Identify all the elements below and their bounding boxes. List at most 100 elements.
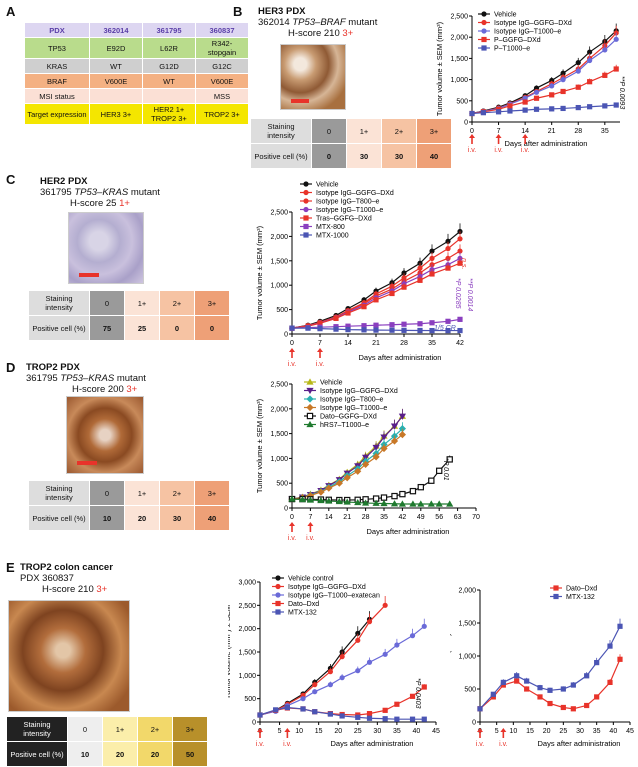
data-point bbox=[570, 706, 576, 712]
data-point bbox=[560, 105, 566, 112]
series-line bbox=[259, 618, 370, 716]
data-point bbox=[429, 320, 435, 326]
x-axis-label: Days after administration bbox=[367, 527, 450, 536]
series bbox=[257, 611, 373, 718]
series bbox=[257, 704, 427, 722]
data-point bbox=[345, 310, 351, 316]
data-point bbox=[343, 498, 351, 505]
data-point bbox=[575, 60, 581, 66]
staining-cell: 25 bbox=[125, 316, 159, 340]
iv-arrowhead bbox=[284, 728, 291, 732]
panel-e-subtitle: PDX 360837 bbox=[20, 573, 74, 584]
data-point bbox=[366, 659, 373, 665]
data-point bbox=[495, 109, 502, 115]
x-tick-label: 35 bbox=[593, 728, 601, 735]
y-tick-label: 3,000 bbox=[238, 580, 256, 587]
iv-label: i.v. bbox=[494, 147, 502, 154]
panel-c-histology-image bbox=[68, 212, 144, 284]
data-point bbox=[607, 679, 613, 685]
data-point bbox=[429, 255, 435, 261]
staining-cell: 3+ bbox=[417, 119, 451, 143]
data-point bbox=[429, 248, 435, 254]
data-point bbox=[514, 678, 520, 684]
legend-label: Tras–GGFG–DXd bbox=[316, 216, 372, 223]
data-point bbox=[547, 687, 553, 693]
y-tick-label: 1,500 bbox=[270, 431, 288, 438]
data-point bbox=[366, 715, 373, 721]
staining-row-label: Positive cell (%) bbox=[29, 506, 89, 530]
staining-row-label: Positive cell (%) bbox=[7, 742, 67, 766]
data-point bbox=[417, 483, 424, 491]
data-point bbox=[382, 602, 388, 608]
legend-label: MTX-132 bbox=[566, 594, 595, 601]
series bbox=[288, 422, 406, 503]
scale-bar bbox=[79, 273, 99, 277]
data-point bbox=[303, 198, 309, 204]
data-point bbox=[507, 108, 513, 114]
data-point bbox=[327, 669, 333, 675]
iv-label: i.v. bbox=[288, 361, 296, 366]
legend-label: Isotype IgG–T800–e bbox=[316, 199, 380, 206]
x-tick-label: 45 bbox=[432, 728, 440, 735]
panel-b-staining-table: Staining intensity 0 1+ 2+ 3+ Positive cell (… bbox=[250, 118, 452, 169]
panel-b-title: HER3 PDX bbox=[258, 6, 306, 17]
panel-c-hscore: H-score 25 1+ bbox=[70, 198, 130, 209]
data-point bbox=[303, 189, 309, 196]
data-point bbox=[355, 630, 361, 636]
x-tick-label: 15 bbox=[526, 728, 534, 735]
staining-cell: 75 bbox=[90, 316, 124, 340]
x-tick-label: 7 bbox=[308, 514, 312, 521]
data-point bbox=[382, 651, 388, 657]
data-point bbox=[522, 107, 528, 113]
data-point bbox=[436, 467, 443, 474]
data-point bbox=[275, 600, 281, 607]
panel-d-title: TROP2 PDX bbox=[26, 362, 80, 373]
iv-label: i.v. bbox=[476, 741, 484, 748]
panel-b-hscore: H-score 210 3+ bbox=[288, 28, 354, 39]
legend-label: Vehicle bbox=[316, 182, 339, 189]
data-point bbox=[421, 623, 427, 629]
table-header-cell: 361795 bbox=[143, 23, 195, 37]
data-point bbox=[390, 423, 399, 430]
x-tick-label: 21 bbox=[343, 514, 351, 521]
data-point bbox=[570, 682, 576, 688]
data-point bbox=[325, 497, 333, 504]
data-point bbox=[480, 110, 486, 116]
staining-cell: 2+ bbox=[160, 481, 194, 505]
staining-cell: 3+ bbox=[195, 481, 229, 505]
data-point bbox=[417, 327, 423, 334]
table-row-label: BRAF bbox=[25, 74, 89, 88]
table-header-cell: PDX bbox=[25, 23, 89, 37]
x-tick-label: 10 bbox=[295, 728, 303, 735]
series bbox=[289, 231, 463, 331]
iv-arrowhead bbox=[257, 728, 263, 732]
annotation: *P 0.0285 bbox=[454, 278, 461, 309]
data-point bbox=[533, 95, 540, 101]
data-point bbox=[391, 492, 398, 500]
legend-label: hRS7–T1000–e bbox=[320, 422, 369, 429]
data-point bbox=[537, 685, 543, 691]
panel-d-header: TROP2 PDX 361795 TP53–KRAS mutant H-scor… bbox=[26, 362, 146, 395]
series bbox=[257, 684, 427, 718]
y-tick-label: 2,000 bbox=[450, 35, 468, 42]
annotation: **P 0.0014 bbox=[466, 278, 473, 311]
x-tick-label: 7 bbox=[318, 340, 322, 347]
iv-label: i.v. bbox=[288, 535, 296, 542]
x-tick-label: 42 bbox=[399, 514, 407, 521]
y-tick-label: 1,500 bbox=[270, 258, 288, 265]
y-tick-label: 0 bbox=[472, 720, 476, 727]
legend-label: Isotype IgG–GGFG–DXd bbox=[320, 388, 398, 395]
panel-b-header: HER3 PDX 362014 TP53–BRAF mutant H-score… bbox=[258, 6, 377, 39]
scale-bar bbox=[291, 99, 309, 103]
x-tick-label: 35 bbox=[380, 514, 388, 521]
data-point bbox=[306, 420, 314, 428]
y-tick-label: 0 bbox=[252, 720, 256, 727]
data-point bbox=[303, 215, 309, 221]
data-point bbox=[317, 320, 323, 326]
data-point bbox=[333, 315, 339, 321]
chart-c: 0 500 1,000 1,500 2,000 2,500 0 7 14 21 28 35 42 Tumo… bbox=[255, 181, 473, 366]
table-cell bbox=[143, 89, 195, 103]
iv-arrowhead bbox=[495, 134, 502, 138]
panel-letter-c: C bbox=[6, 172, 16, 187]
data-point bbox=[549, 92, 555, 98]
